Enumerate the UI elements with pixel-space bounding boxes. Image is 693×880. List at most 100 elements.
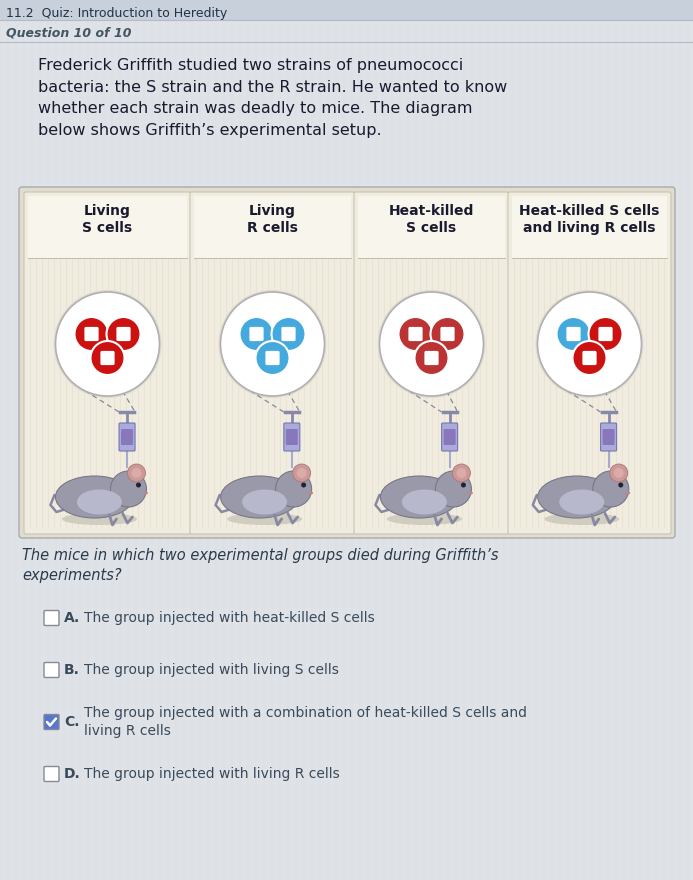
FancyBboxPatch shape: [358, 196, 505, 258]
FancyBboxPatch shape: [116, 326, 130, 341]
Circle shape: [461, 482, 466, 488]
Text: Heat-killed
S cells: Heat-killed S cells: [389, 204, 474, 235]
FancyBboxPatch shape: [424, 351, 439, 365]
FancyBboxPatch shape: [512, 196, 667, 258]
FancyBboxPatch shape: [408, 326, 423, 341]
Text: The group injected with living S cells: The group injected with living S cells: [84, 663, 339, 677]
Circle shape: [110, 471, 146, 507]
FancyBboxPatch shape: [441, 423, 457, 451]
Circle shape: [272, 317, 306, 351]
FancyBboxPatch shape: [582, 351, 597, 365]
FancyBboxPatch shape: [44, 611, 59, 626]
FancyBboxPatch shape: [19, 187, 675, 538]
Circle shape: [218, 290, 326, 398]
FancyBboxPatch shape: [190, 192, 355, 534]
FancyBboxPatch shape: [0, 0, 693, 20]
FancyBboxPatch shape: [440, 326, 455, 341]
Circle shape: [378, 290, 486, 398]
Circle shape: [132, 468, 141, 478]
Circle shape: [435, 471, 471, 507]
Ellipse shape: [387, 513, 462, 525]
FancyBboxPatch shape: [44, 766, 59, 781]
Circle shape: [398, 317, 432, 351]
Circle shape: [91, 341, 125, 375]
Circle shape: [614, 468, 624, 478]
Circle shape: [588, 317, 622, 351]
Text: The mice in which two experimental groups died during Griffith’s
experiments?: The mice in which two experimental group…: [22, 548, 498, 583]
Ellipse shape: [77, 489, 122, 515]
Ellipse shape: [380, 476, 459, 518]
FancyBboxPatch shape: [601, 423, 617, 451]
FancyBboxPatch shape: [44, 663, 59, 678]
Ellipse shape: [55, 476, 134, 518]
Ellipse shape: [402, 489, 447, 515]
FancyBboxPatch shape: [100, 351, 114, 365]
Ellipse shape: [220, 476, 299, 518]
Circle shape: [430, 317, 464, 351]
Circle shape: [414, 341, 448, 375]
FancyBboxPatch shape: [44, 715, 59, 730]
Circle shape: [220, 292, 324, 396]
Circle shape: [536, 290, 644, 398]
Circle shape: [75, 317, 109, 351]
FancyBboxPatch shape: [85, 326, 98, 341]
Circle shape: [128, 464, 146, 482]
Circle shape: [556, 317, 590, 351]
Circle shape: [593, 471, 629, 507]
Circle shape: [276, 471, 312, 507]
Text: A.: A.: [64, 611, 80, 625]
FancyBboxPatch shape: [598, 326, 613, 341]
Text: The group injected with living R cells: The group injected with living R cells: [84, 767, 340, 781]
FancyBboxPatch shape: [603, 429, 615, 445]
Ellipse shape: [227, 513, 302, 525]
FancyBboxPatch shape: [24, 192, 191, 534]
Circle shape: [297, 468, 306, 478]
FancyBboxPatch shape: [265, 351, 279, 365]
Circle shape: [301, 482, 306, 488]
FancyBboxPatch shape: [119, 423, 135, 451]
Circle shape: [136, 482, 141, 488]
Circle shape: [618, 482, 623, 488]
Ellipse shape: [242, 489, 287, 515]
Ellipse shape: [559, 489, 604, 515]
Circle shape: [572, 341, 606, 375]
FancyBboxPatch shape: [281, 326, 296, 341]
Text: Frederick Griffith studied two strains of pneumococci
bacteria: the S strain and: Frederick Griffith studied two strains o…: [38, 58, 507, 138]
Circle shape: [53, 290, 161, 398]
Ellipse shape: [625, 492, 630, 495]
Circle shape: [610, 464, 628, 482]
Circle shape: [256, 341, 290, 375]
Circle shape: [55, 292, 159, 396]
Text: Question 10 of 10: Question 10 of 10: [6, 26, 132, 40]
Text: The group injected with heat-killed S cells: The group injected with heat-killed S ce…: [84, 611, 375, 625]
Ellipse shape: [308, 492, 313, 495]
FancyBboxPatch shape: [444, 429, 455, 445]
Text: 11.2  Quiz: Introduction to Heredity: 11.2 Quiz: Introduction to Heredity: [6, 6, 227, 19]
Circle shape: [107, 317, 141, 351]
Ellipse shape: [544, 513, 620, 525]
Circle shape: [538, 292, 642, 396]
FancyBboxPatch shape: [28, 196, 187, 258]
Circle shape: [457, 468, 466, 478]
Text: Living
S cells: Living S cells: [82, 204, 132, 235]
FancyBboxPatch shape: [508, 192, 671, 534]
FancyBboxPatch shape: [284, 423, 300, 451]
Text: B.: B.: [64, 663, 80, 677]
Text: C.: C.: [64, 715, 80, 729]
Text: Living
R cells: Living R cells: [247, 204, 298, 235]
Text: The group injected with a combination of heat-killed S cells and
living R cells: The group injected with a combination of…: [84, 706, 527, 738]
Ellipse shape: [143, 492, 148, 495]
Circle shape: [240, 317, 274, 351]
FancyBboxPatch shape: [286, 429, 298, 445]
Circle shape: [453, 464, 471, 482]
Text: D.: D.: [64, 767, 81, 781]
FancyBboxPatch shape: [354, 192, 509, 534]
FancyBboxPatch shape: [121, 429, 133, 445]
FancyBboxPatch shape: [194, 196, 351, 258]
Ellipse shape: [62, 513, 137, 525]
Ellipse shape: [538, 476, 616, 518]
Text: Heat-killed S cells
and living R cells: Heat-killed S cells and living R cells: [519, 204, 660, 235]
FancyBboxPatch shape: [249, 326, 263, 341]
Circle shape: [292, 464, 310, 482]
Circle shape: [380, 292, 484, 396]
